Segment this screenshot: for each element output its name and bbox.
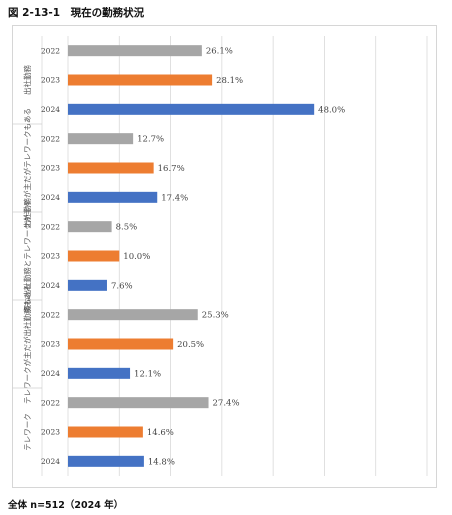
year-tick-label: 2023 <box>41 252 60 261</box>
data-label: 20.5% <box>177 340 204 350</box>
year-tick-label: 2023 <box>41 340 60 349</box>
data-label: 16.7% <box>158 164 185 174</box>
year-tick-label: 2024 <box>41 281 60 290</box>
year-tick-label: 2022 <box>41 222 60 231</box>
data-label: 48.0% <box>318 105 345 115</box>
data-label: 12.1% <box>134 369 161 379</box>
data-label: 8.5% <box>116 223 138 233</box>
bar-2022 <box>68 397 209 409</box>
data-label: 12.7% <box>137 135 164 145</box>
year-tick-label: 2024 <box>41 105 60 114</box>
bar-2024 <box>68 279 107 291</box>
group-label: 出社勤務 <box>22 65 32 95</box>
year-tick-label: 2023 <box>41 164 60 173</box>
bar-2023 <box>68 426 143 438</box>
data-label: 17.4% <box>161 193 188 203</box>
year-tick-label: 2022 <box>41 310 60 319</box>
data-label: 14.8% <box>148 457 175 467</box>
bar-2024 <box>68 455 144 467</box>
data-label: 7.6% <box>111 281 133 291</box>
bar-2023 <box>68 338 174 350</box>
group-label: 出社勤務が主だがテレワークもある <box>22 108 32 228</box>
data-label: 25.3% <box>202 311 229 321</box>
bar-2023 <box>68 250 120 262</box>
year-tick-label: 2022 <box>41 134 60 143</box>
chart-frame <box>12 25 437 488</box>
year-tick-label: 2024 <box>41 193 60 202</box>
data-label: 27.4% <box>213 399 240 409</box>
data-label: 26.1% <box>206 47 233 57</box>
data-label: 14.6% <box>147 428 174 438</box>
bar-2023 <box>68 162 154 174</box>
group-label: 概ね出社勤務とテレワークが半々 <box>22 200 32 313</box>
data-label: 28.1% <box>216 76 243 86</box>
year-tick-label: 2022 <box>41 398 60 407</box>
group-label: テレワーク <box>23 413 32 451</box>
bar-2024 <box>68 191 158 203</box>
group-label: テレワークが主だが出社勤務もある <box>22 284 32 404</box>
bar-2022 <box>68 309 198 321</box>
year-tick-label: 2023 <box>41 76 60 85</box>
figure-title: 図 2-13-1 現在の勤務状況 <box>8 7 145 19</box>
year-tick-label: 2024 <box>41 369 60 378</box>
bar-2022 <box>68 45 202 57</box>
bar-2023 <box>68 74 213 86</box>
sample-size-note: 全体 n=512（2024 年） <box>8 500 124 511</box>
year-tick-label: 2022 <box>41 46 60 55</box>
year-tick-label: 2023 <box>41 428 60 437</box>
data-label: 10.0% <box>123 252 150 262</box>
bar-2022 <box>68 133 134 145</box>
year-tick-label: 2024 <box>41 457 60 466</box>
bar-2024 <box>68 367 131 379</box>
bar-2022 <box>68 221 112 233</box>
bar-2024 <box>68 103 315 115</box>
